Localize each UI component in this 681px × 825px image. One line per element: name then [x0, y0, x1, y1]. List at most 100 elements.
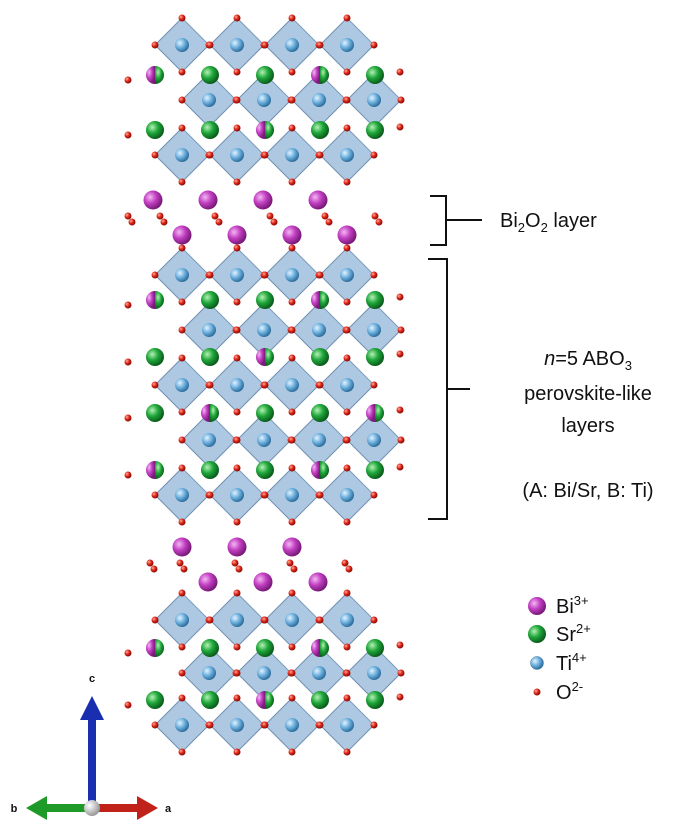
- oxygen: [234, 125, 241, 132]
- titanium: [257, 433, 271, 447]
- titanium: [175, 718, 189, 732]
- bismuth: [338, 226, 357, 245]
- oxygen: [262, 722, 269, 729]
- oxygen: [397, 407, 404, 414]
- a-site-sr: [201, 461, 219, 479]
- a-site-sr: [265, 121, 274, 139]
- a-site-sr: [366, 291, 384, 309]
- oxygen: [289, 749, 296, 756]
- oxygen: [346, 566, 353, 573]
- oxygen: [179, 670, 186, 677]
- titanium: [367, 93, 381, 107]
- oxygen: [344, 299, 351, 306]
- oxygen: [161, 219, 168, 226]
- a-site-sr: [311, 691, 329, 709]
- oxygen: [397, 694, 404, 701]
- bismuth: [228, 538, 247, 557]
- oxygen: [344, 69, 351, 76]
- oxygen: [207, 382, 214, 389]
- oxygen: [234, 465, 241, 472]
- titanium: [340, 488, 354, 502]
- oxygen: [179, 695, 186, 702]
- a-site-bi: [146, 291, 155, 309]
- oxygen: [207, 152, 214, 159]
- a-site-sr: [311, 404, 329, 422]
- axis-label: c: [89, 673, 95, 685]
- a-site-sr: [320, 461, 329, 479]
- oxygen: [344, 125, 351, 132]
- bracket-perovskite: [428, 259, 470, 519]
- oxygen: [207, 492, 214, 499]
- bismuth: [254, 191, 273, 210]
- oxygen: [179, 179, 186, 186]
- oxygen: [212, 213, 219, 220]
- oxygen: [234, 519, 241, 526]
- legend-sr: [528, 625, 546, 643]
- a-site-sr: [146, 691, 164, 709]
- oxygen: [344, 97, 351, 104]
- oxygen: [371, 272, 378, 279]
- oxygen: [267, 213, 274, 220]
- oxygen: [398, 327, 405, 334]
- oxygen: [289, 179, 296, 186]
- a-site-sr: [256, 404, 274, 422]
- oxygen: [152, 42, 159, 49]
- oxygen: [179, 749, 186, 756]
- titanium: [175, 378, 189, 392]
- a-site-sr: [146, 121, 164, 139]
- oxygen: [125, 472, 132, 479]
- oxygen: [397, 464, 404, 471]
- oxygen: [344, 644, 351, 651]
- oxygen: [317, 492, 324, 499]
- oxygen: [262, 272, 269, 279]
- oxygen: [317, 722, 324, 729]
- a-site-bi: [146, 66, 155, 84]
- oxygen: [234, 437, 241, 444]
- oxygen: [234, 299, 241, 306]
- axis-a: [94, 804, 139, 812]
- legend-ti: [531, 657, 544, 670]
- a-site-sr: [311, 121, 329, 139]
- a-site-sr: [320, 291, 329, 309]
- oxygen: [398, 97, 405, 104]
- oxygen: [179, 409, 186, 416]
- oxygen: [326, 219, 333, 226]
- a-site-sr: [256, 461, 274, 479]
- oxygen: [289, 125, 296, 132]
- oxygen: [291, 566, 298, 573]
- legend-o: [534, 689, 541, 696]
- titanium: [175, 38, 189, 52]
- oxygen: [262, 382, 269, 389]
- oxygen: [289, 465, 296, 472]
- oxygen: [125, 302, 132, 309]
- oxygen: [317, 42, 324, 49]
- titanium: [285, 718, 299, 732]
- oxygen: [372, 213, 379, 220]
- oxygen: [125, 702, 132, 709]
- oxygen: [234, 670, 241, 677]
- bi2o2-label: Bi2O2 layer: [500, 210, 597, 235]
- titanium: [175, 488, 189, 502]
- oxygen: [397, 69, 404, 76]
- a-site-sr: [201, 639, 219, 657]
- oxygen: [234, 355, 241, 362]
- oxygen: [232, 560, 239, 567]
- titanium: [285, 488, 299, 502]
- perovskite-line: perovskite-like: [524, 383, 652, 405]
- oxygen: [371, 617, 378, 624]
- axis-c-head: [80, 696, 104, 720]
- titanium: [230, 378, 244, 392]
- titanium: [340, 718, 354, 732]
- oxygen: [371, 382, 378, 389]
- a-site-sr: [256, 291, 274, 309]
- oxygen: [207, 722, 214, 729]
- a-site-sr: [366, 461, 384, 479]
- bismuth: [173, 226, 192, 245]
- perovskite-line: n=5 ABO3: [544, 348, 632, 373]
- oxygen: [344, 15, 351, 22]
- perovskite-line: layers: [561, 415, 614, 437]
- titanium: [202, 323, 216, 337]
- oxygen: [397, 124, 404, 131]
- titanium: [230, 718, 244, 732]
- figure: Bi2O2 layer n=5 ABO3 perovskite-like lay…: [0, 0, 681, 820]
